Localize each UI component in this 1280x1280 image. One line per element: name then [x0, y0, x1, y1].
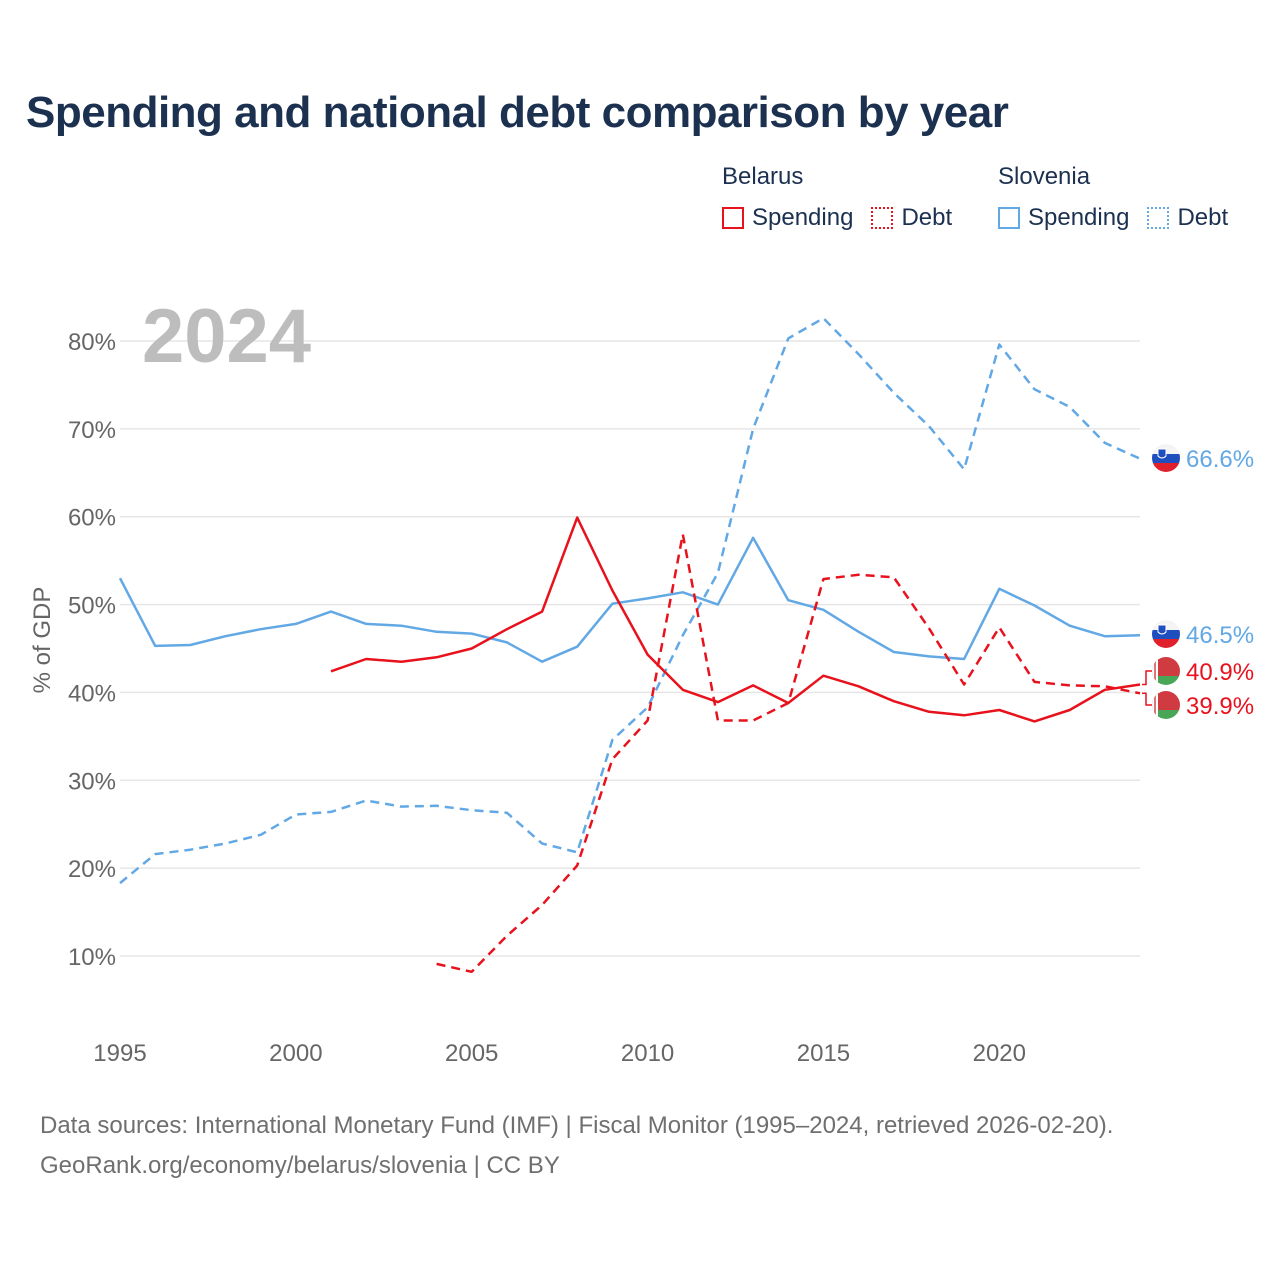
legend-slovenia-spending[interactable]: Spending	[998, 204, 1129, 232]
flag-slovenia-icon	[1152, 620, 1180, 648]
flag-belarus-icon	[1152, 657, 1180, 685]
legend-belarus-spending[interactable]: Spending	[722, 204, 853, 232]
x-tick-label: 2015	[797, 1040, 850, 1067]
legend-label: Debt	[1177, 204, 1229, 231]
series-line-belarus-spending[interactable]	[330, 516, 1141, 723]
y-axis-ticks: 10% 20% 30% 40% 50% 60% 70% 80%	[68, 329, 116, 971]
y-tick-label: 20%	[68, 856, 116, 883]
chart-title: Spending and national debt comparison by…	[26, 88, 1009, 137]
y-axis-label: % of GDP	[29, 587, 56, 694]
end-value-label: 39.9%	[1186, 693, 1254, 720]
legend-swatch-dotted	[1147, 207, 1170, 229]
legend-group-belarus: Belarus Spending Debt	[722, 162, 970, 232]
year-watermark: 2024	[142, 294, 311, 379]
gridlines	[120, 340, 1140, 957]
legend-country-slovenia: Slovenia	[998, 163, 1091, 190]
x-tick-label: 2000	[269, 1040, 322, 1067]
x-tick-label: 2010	[621, 1040, 674, 1067]
flag-belarus-icon	[1152, 691, 1180, 719]
legend-label: Spending	[752, 204, 854, 231]
footer: Data sources: International Monetary Fun…	[40, 1106, 1113, 1186]
y-tick-label: 30%	[68, 768, 116, 795]
y-tick-label: 60%	[68, 505, 116, 532]
legend-country-belarus: Belarus	[722, 163, 804, 190]
series-line-slovenia-debt[interactable]	[119, 316, 1141, 885]
legend-group-slovenia: Slovenia Spending Debt	[998, 162, 1228, 232]
line-chart: 10% 20% 30% 40% 50% 60% 70% 80% 1995 2000 2005 201…	[29, 294, 1254, 1067]
y-tick-label: 50%	[68, 593, 116, 620]
legend-slovenia-debt[interactable]: Debt	[1147, 204, 1228, 232]
x-axis-ticks: 1995 2000 2005 2010 2015 2020	[93, 1040, 1026, 1067]
label-connector	[1142, 692, 1152, 706]
legend-swatch-dotted	[871, 207, 894, 229]
y-tick-label: 40%	[68, 680, 116, 707]
legend-label: Spending	[1028, 204, 1130, 231]
legend-label: Debt	[901, 204, 953, 231]
x-tick-label: 2020	[973, 1040, 1026, 1067]
end-value-label: 40.9%	[1186, 659, 1254, 686]
series-line-belarus-debt[interactable]	[436, 533, 1141, 974]
end-value-label: 46.5%	[1186, 622, 1254, 649]
y-tick-label: 10%	[68, 944, 116, 971]
y-tick-label: 80%	[68, 329, 116, 356]
x-tick-label: 2005	[445, 1040, 498, 1067]
legend-swatch-solid	[998, 207, 1020, 229]
x-tick-label: 1995	[93, 1040, 146, 1067]
end-value-label: 66.6%	[1186, 446, 1254, 473]
legend-belarus-debt[interactable]: Debt	[871, 204, 952, 232]
legend-swatch-solid	[722, 207, 744, 229]
end-labels: 66.6% 46.5% 40.9% 39.9%	[1142, 444, 1254, 720]
footer-credit: GeoRank.org/economy/belarus/slovenia | C…	[40, 1152, 560, 1179]
footer-sources: Data sources: International Monetary Fun…	[40, 1112, 1114, 1139]
y-tick-label: 70%	[68, 417, 116, 444]
label-connector	[1142, 670, 1152, 686]
series-lines	[118, 316, 1141, 974]
flag-slovenia-icon	[1152, 444, 1180, 472]
series-line-slovenia-spending[interactable]	[118, 536, 1141, 663]
